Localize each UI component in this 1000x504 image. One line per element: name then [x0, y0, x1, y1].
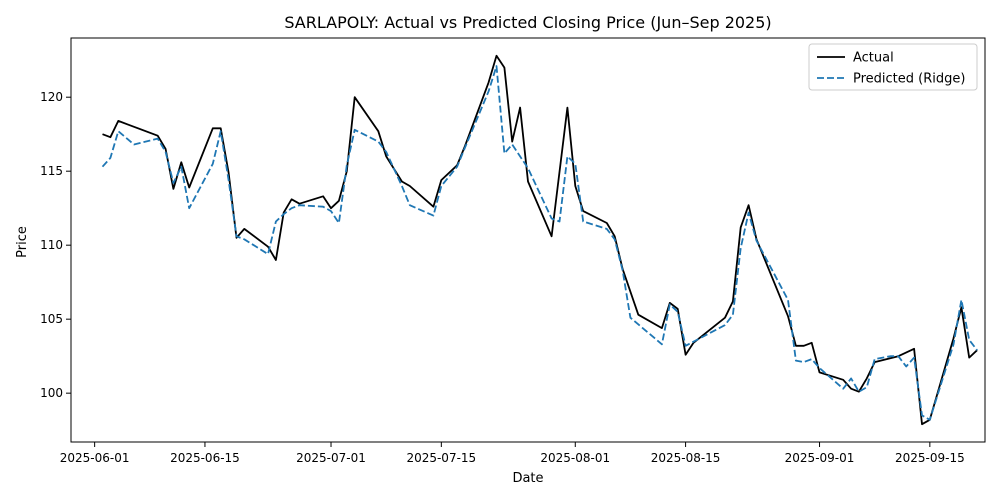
x-tick-label: 2025-09-01	[785, 451, 855, 465]
x-tick-label: 2025-08-15	[651, 451, 721, 465]
chart-title: SARLAPOLY: Actual vs Predicted Closing P…	[284, 13, 771, 32]
y-tick-label: 100	[40, 386, 63, 400]
legend-box	[808, 43, 978, 91]
y-tick-label: 110	[40, 238, 63, 252]
y-tick-label: 105	[40, 312, 63, 326]
plot-area	[101, 54, 978, 426]
y-tick-label: 115	[40, 164, 63, 178]
axes: 2025-06-01 2025-06-15 2025-07-01 2025-07-15…	[40, 37, 986, 465]
x-axis-label: Date	[512, 471, 543, 486]
x-tick-label: 2025-09-15	[895, 451, 965, 465]
x-tick-label: 2025-07-01	[296, 451, 366, 465]
x-tick-label: 2025-06-01	[60, 451, 130, 465]
series-actual-line	[102, 54, 978, 426]
series-predicted-line	[101, 65, 978, 421]
legend-label: Predicted (Ridge)	[853, 72, 965, 87]
x-tick-label: 2025-06-15	[170, 451, 240, 465]
y-axis-label: Price	[15, 226, 30, 258]
legend: Actual Predicted (Ridge)	[808, 43, 978, 91]
axes-frame	[70, 37, 986, 443]
y-tick-label: 120	[40, 90, 63, 104]
legend-label: Actual	[853, 51, 894, 66]
x-tick-label: 2025-08-01	[540, 451, 610, 465]
x-tick-label: 2025-07-15	[406, 451, 476, 465]
